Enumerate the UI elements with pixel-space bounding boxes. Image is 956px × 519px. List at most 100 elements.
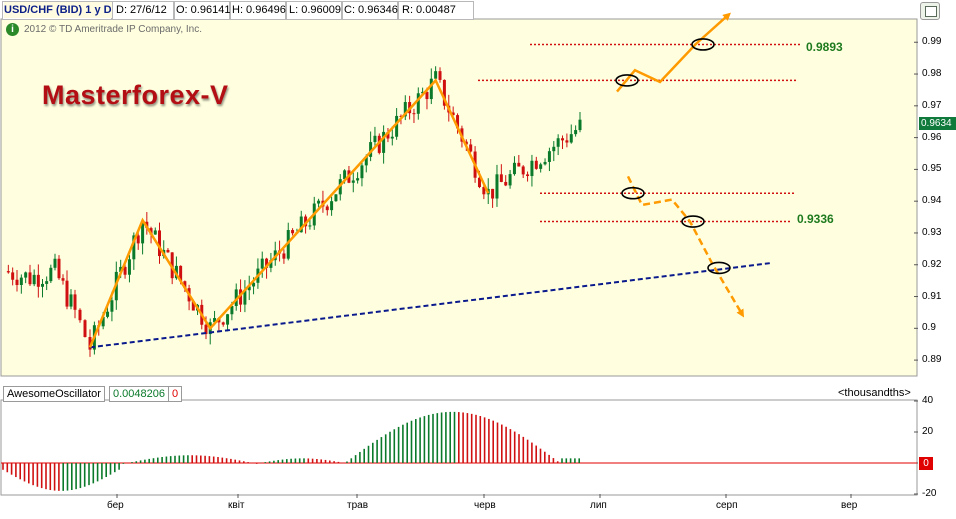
candle-body: [578, 119, 582, 131]
y-tick-label: 0.92: [922, 258, 942, 270]
candle-body: [41, 283, 44, 287]
osc-tick-label: 40: [922, 395, 934, 406]
candle-body: [291, 230, 295, 234]
candle-body: [343, 170, 347, 180]
x-tick-label: лип: [590, 500, 607, 511]
x-tick-label: серп: [716, 500, 738, 511]
lower-level-label: 0.9336: [797, 212, 834, 226]
candle-body: [364, 156, 368, 166]
candle-body: [308, 225, 312, 227]
candle-body: [482, 187, 486, 195]
candle-body: [15, 279, 19, 286]
candle-body: [247, 286, 251, 291]
candle-body: [141, 221, 145, 244]
candle-body: [495, 174, 499, 199]
x-tick-label: черв: [474, 500, 496, 511]
candle-body: [499, 174, 503, 182]
candle-body: [204, 324, 208, 335]
candle-body: [556, 138, 560, 147]
range-box: [398, 1, 474, 20]
candle-body: [547, 151, 551, 162]
candle-body: [373, 135, 377, 143]
candle-body: [11, 272, 15, 280]
candle-body: [517, 162, 521, 167]
info-icon[interactable]: i: [6, 23, 19, 36]
candle-body: [28, 272, 32, 285]
candle-body: [69, 294, 73, 307]
candle-body: [32, 274, 36, 285]
candle-body: [49, 267, 53, 282]
close-value: C: 0.96346: [344, 4, 398, 16]
oscillator-units: <thousandths>: [838, 387, 911, 399]
candle-body: [36, 274, 40, 287]
candle-body: [179, 265, 183, 282]
panel-window-icon: [925, 6, 937, 17]
candle-body: [438, 71, 442, 80]
candle-body: [561, 138, 565, 141]
candle-body: [106, 311, 110, 317]
candle-body: [369, 142, 373, 157]
support-trendline: [89, 262, 771, 349]
candle-body: [78, 309, 82, 321]
candle-body: [45, 281, 49, 284]
candle-body: [73, 294, 77, 310]
candle-body: [123, 266, 127, 275]
open-value: O: 0.96141: [176, 4, 231, 16]
candle-body: [395, 115, 399, 137]
candle-body: [504, 181, 508, 186]
y-tick-label: 0.93: [922, 226, 942, 238]
y-tick-label: 0.95: [922, 163, 942, 175]
candle-body: [543, 161, 547, 165]
low-value: L: 0.96009: [289, 4, 341, 16]
candle-body: [425, 91, 429, 100]
candle-body: [552, 146, 556, 152]
breakout-marker: [707, 261, 731, 275]
candle-body: [243, 290, 247, 305]
candle-body: [230, 306, 234, 315]
candle-body: [390, 136, 394, 139]
candle-body: [183, 281, 187, 289]
x-tick-label: трав: [347, 500, 369, 511]
candle-body: [299, 216, 303, 233]
panel-menu-button[interactable]: [920, 2, 940, 20]
symbol-label[interactable]: USD/CHF (BID) 1 y D: [4, 2, 112, 18]
breakout-marker: [615, 74, 639, 87]
y-tick-label: 0.89: [922, 354, 942, 366]
candle-body: [101, 316, 105, 327]
candle-body: [360, 165, 364, 179]
candle-body: [351, 180, 355, 183]
candle-body: [477, 177, 481, 188]
low-box: [286, 1, 342, 20]
date-value: D: 27/6/12: [116, 4, 167, 16]
date-box: [112, 1, 174, 20]
candle-body: [382, 131, 386, 153]
oscillator-name[interactable]: AwesomeOscillator: [3, 386, 105, 402]
candle-body: [469, 144, 473, 152]
x-tick-label: вер: [841, 500, 858, 511]
candle-body: [166, 249, 170, 253]
zigzag-pattern: [88, 78, 490, 348]
candle-body: [403, 102, 407, 117]
candle-body: [539, 164, 543, 169]
open-box: [174, 1, 230, 20]
candle-body: [451, 112, 455, 116]
candle-body: [221, 322, 225, 325]
candle-body: [521, 166, 525, 175]
close-box: [342, 1, 398, 20]
bearish-scenario-arrow: [626, 175, 745, 318]
candle-body: [269, 260, 273, 268]
candle-body: [386, 131, 390, 139]
candle-body: [19, 277, 23, 286]
osc-tick-label: -20: [922, 488, 937, 499]
candle-body: [565, 140, 569, 143]
candle-body: [412, 113, 416, 115]
candle-body: [530, 160, 534, 177]
candle-body: [416, 93, 420, 114]
candle-body: [399, 115, 403, 117]
candle-body: [574, 130, 578, 135]
oscillator-value: 0.0048206: [109, 386, 169, 402]
candle-body: [119, 266, 123, 272]
x-tick-label: квіт: [228, 500, 245, 511]
